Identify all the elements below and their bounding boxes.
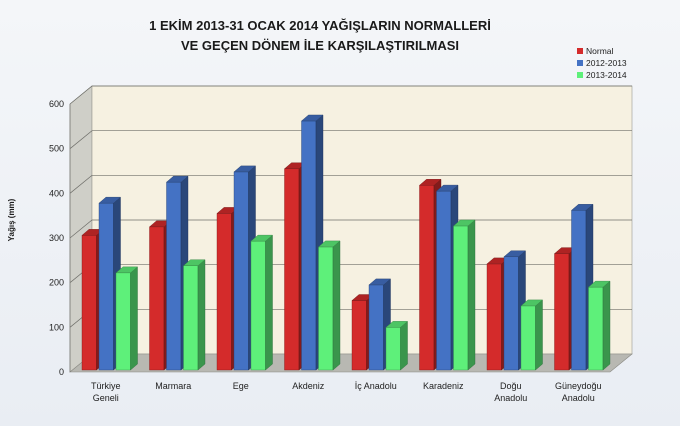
bar-side xyxy=(467,219,476,371)
bar-side xyxy=(535,299,543,371)
bar-2013-2014 xyxy=(520,305,536,371)
chart-title-line-1: 1 EKİM 2013-31 OCAK 2014 YAĞIŞLARIN NORM… xyxy=(149,18,491,33)
bar-2012-2013 xyxy=(571,210,587,371)
gridline xyxy=(69,130,632,149)
category-group xyxy=(351,278,409,371)
bar-top xyxy=(368,278,392,286)
category-group xyxy=(553,203,611,371)
legend-swatch xyxy=(577,72,583,78)
bar-top xyxy=(503,250,527,257)
bar-top xyxy=(385,321,409,328)
bar-top xyxy=(233,165,257,173)
bar-2012-2013 xyxy=(503,256,519,371)
legend-label: Normal xyxy=(586,46,614,56)
y-tick-label: 500 xyxy=(49,144,64,154)
bar-2012-2013 xyxy=(301,120,317,371)
category-group xyxy=(418,178,476,371)
bar-2013-2014 xyxy=(115,272,131,371)
y-axis-label: Yağış (mm) xyxy=(7,198,16,241)
x-tick-label: Marmara xyxy=(155,381,191,391)
category-group xyxy=(81,196,139,371)
bar-normal xyxy=(419,185,435,371)
gridline xyxy=(69,174,632,194)
bar-normal xyxy=(351,300,367,371)
category-group xyxy=(283,114,341,371)
legend-swatch xyxy=(577,60,583,66)
bar-top xyxy=(452,219,476,227)
bar-2013-2014 xyxy=(588,286,604,371)
bar-2012-2013 xyxy=(166,181,182,371)
bar-2013-2014 xyxy=(250,240,266,371)
bar-side xyxy=(130,266,138,371)
bar-top xyxy=(300,114,324,122)
x-tick-label: Ege xyxy=(233,381,249,391)
y-tick-label: 400 xyxy=(49,188,64,198)
bar-top xyxy=(317,240,341,248)
bar-top xyxy=(115,266,139,274)
category-group xyxy=(216,165,274,371)
bar-2013-2014 xyxy=(183,265,199,371)
bar-top xyxy=(418,179,442,186)
bar-2012-2013 xyxy=(233,171,249,371)
bar-2012-2013 xyxy=(98,202,114,371)
legend-label: 2012-2013 xyxy=(586,58,627,68)
legend-swatch xyxy=(577,48,583,54)
category-group xyxy=(486,250,544,371)
bar-top xyxy=(570,204,594,211)
bar-2013-2014 xyxy=(318,246,334,371)
category-group xyxy=(148,175,206,371)
y-tick-label: 0 xyxy=(59,367,64,377)
plot-area: 0 100 200 300 400 500 600 Türkiye Geneli Marmara E… xyxy=(49,85,633,403)
chart-title-line-2: VE GEÇEN DÖNEM İLE KARŞILAŞTIRILMASI xyxy=(181,38,459,53)
bar-top xyxy=(165,175,189,183)
bar-normal xyxy=(486,263,502,371)
bar-side xyxy=(400,320,408,371)
bar-2012-2013 xyxy=(436,190,452,371)
bar-2012-2013 xyxy=(368,284,384,371)
x-tick-label: Doğu Anadolu xyxy=(494,381,527,403)
bar-top xyxy=(435,184,459,192)
x-tick-label: Akdeniz xyxy=(292,381,325,391)
bar-top xyxy=(182,259,206,266)
bar-top xyxy=(587,280,611,288)
bar-side xyxy=(197,259,206,371)
x-tick-label: Güneydoğu Anadolu xyxy=(555,381,602,403)
bar-normal xyxy=(216,213,232,371)
bar-normal xyxy=(81,235,97,371)
x-tick-label: İç Anadolu xyxy=(355,381,397,391)
bar-2013-2014 xyxy=(453,225,469,371)
y-tick-label: 600 xyxy=(49,99,64,109)
legend: Normal 2012-2013 2013-2014 xyxy=(577,46,627,80)
bar-side xyxy=(265,234,273,371)
y-tick-label: 300 xyxy=(49,233,64,243)
legend-label: 2013-2014 xyxy=(586,70,627,80)
y-tick-label: 200 xyxy=(49,278,64,288)
chart-title: 1 EKİM 2013-31 OCAK 2014 YAĞIŞLARIN NORM… xyxy=(149,18,491,53)
bar-side xyxy=(332,240,341,371)
bar-side xyxy=(602,280,611,371)
bar-top xyxy=(520,299,544,307)
bar-normal xyxy=(284,168,300,371)
bar-top xyxy=(250,234,274,242)
y-tick-label: 100 xyxy=(49,322,64,332)
bar-top xyxy=(98,196,122,204)
gridline xyxy=(69,85,632,105)
x-tick-label: Karadeniz xyxy=(423,381,464,391)
bar-2013-2014 xyxy=(385,327,401,371)
x-tick-label: Türkiye Geneli xyxy=(91,381,121,403)
bar-normal xyxy=(149,226,165,371)
bar-normal xyxy=(554,253,570,371)
